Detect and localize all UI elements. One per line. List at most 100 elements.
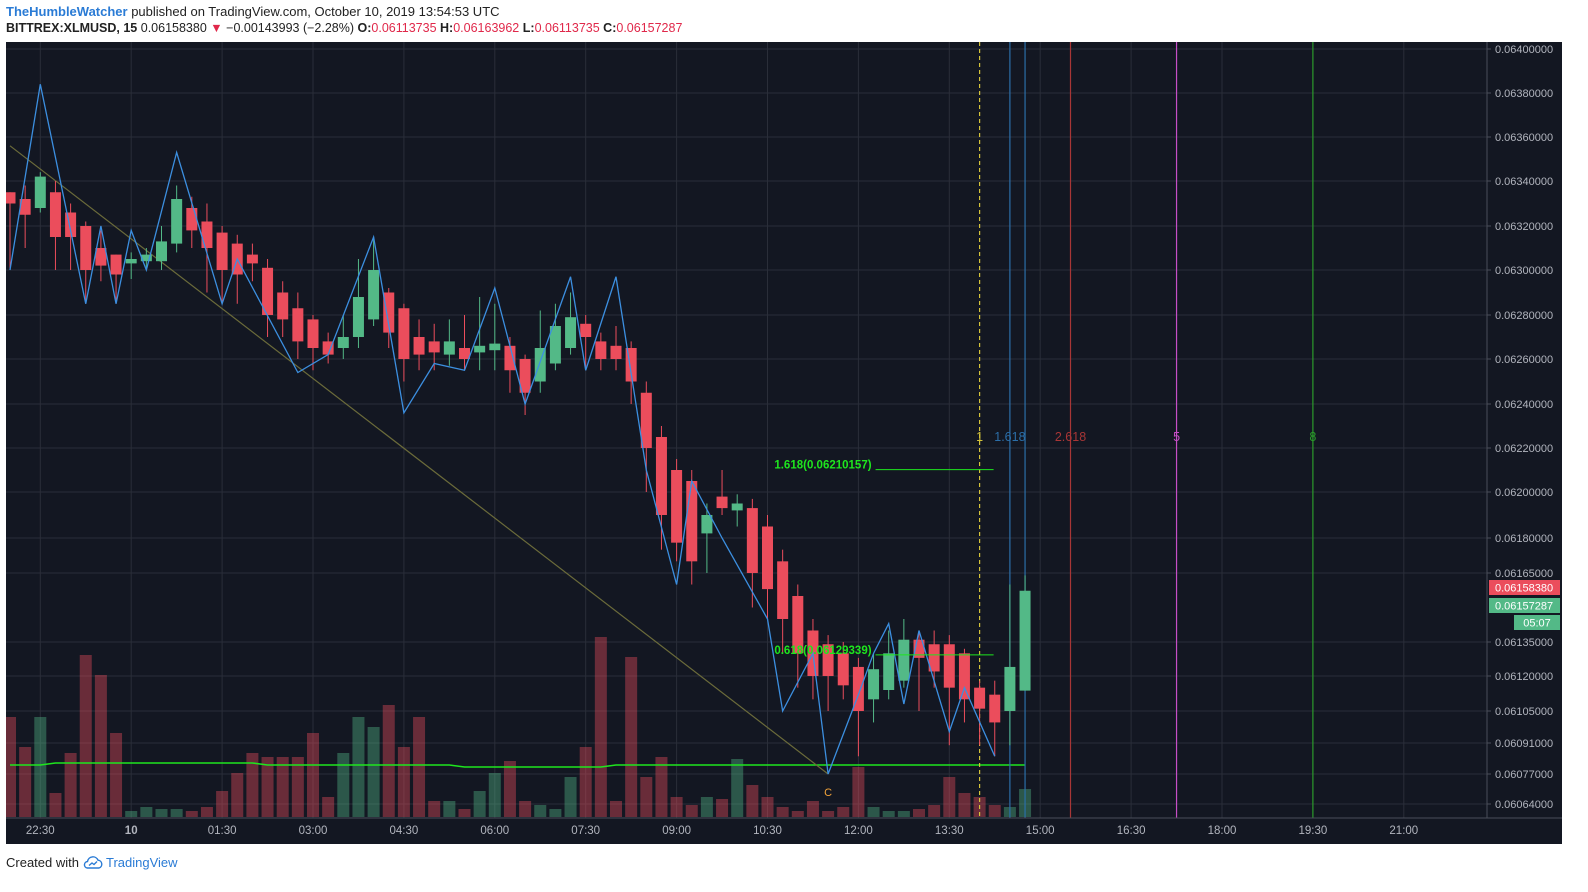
- candle-body: [913, 639, 925, 658]
- volume-bar: [670, 797, 683, 817]
- author-link[interactable]: TheHumbleWatcher: [6, 4, 128, 19]
- candle-body: [443, 341, 455, 355]
- volume-bar: [625, 657, 638, 817]
- volume-bar: [731, 759, 744, 817]
- volume-bar: [913, 809, 925, 817]
- candle-body: [110, 254, 122, 275]
- candle-body: [474, 345, 486, 353]
- price-axis-label: 0.06320000: [1495, 221, 1553, 233]
- price-axis-label: 0.06064000: [1495, 799, 1553, 811]
- time-axis-label: 12:00: [844, 825, 873, 837]
- volume-bar: [367, 727, 380, 817]
- price-axis-label: 0.06400000: [1495, 44, 1553, 56]
- time-axis-label: 15:00: [1026, 825, 1055, 837]
- candle-body: [883, 653, 895, 690]
- zigzag-line: [9, 84, 996, 775]
- candle-body: [49, 192, 61, 237]
- candle-body: [140, 254, 152, 262]
- volume-bar: [185, 811, 198, 817]
- candle-body: [928, 644, 940, 672]
- time-axis-label: 06:00: [480, 825, 509, 837]
- candle-body: [671, 470, 683, 543]
- volume-bar: [276, 757, 289, 817]
- low-value: 0.06113735: [534, 21, 600, 35]
- price-axis-label: 0.06077000: [1495, 769, 1553, 781]
- price-axis-label: 0.06220000: [1495, 443, 1553, 455]
- volume-bar: [125, 811, 138, 817]
- fib-time-zone-label: 8: [1309, 430, 1316, 444]
- chart-area[interactable]: 1 1.618 2.618 5 8 1.618(0.06210157) 0.618(0.06…: [6, 42, 1562, 844]
- candle-body: [534, 348, 546, 382]
- volume-bar: [231, 773, 244, 817]
- candle-body: [898, 639, 910, 681]
- volume-bar: [958, 793, 971, 817]
- candle-body: [459, 348, 470, 359]
- candle-body: [595, 341, 607, 359]
- volume-bar: [700, 797, 713, 817]
- candle-body: [625, 348, 637, 382]
- volume-bar: [503, 761, 516, 817]
- candle-body: [519, 359, 531, 393]
- price-axis-label: 0.06180000: [1495, 533, 1553, 545]
- volume-bar: [473, 791, 486, 817]
- fib-time-zone-label: 1.618: [994, 430, 1025, 444]
- candle-body: [565, 317, 577, 348]
- close-label: C:: [603, 21, 617, 35]
- volume-bar: [307, 733, 319, 817]
- tradingview-logo[interactable]: TradingView: [83, 855, 178, 870]
- volume-bar: [337, 753, 350, 817]
- published-text: published on TradingView.com, October 10…: [127, 4, 500, 19]
- volume-bar: [746, 785, 759, 817]
- volume-bar: [837, 807, 850, 817]
- candle-body: [943, 644, 955, 688]
- created-with-text: Created with: [6, 855, 79, 870]
- low-label: L:: [522, 21, 535, 35]
- volume-bar: [897, 811, 910, 817]
- price-axis-label: 0.06091000: [1495, 738, 1553, 750]
- volume-bar: [458, 809, 471, 817]
- volume-bar: [352, 717, 365, 817]
- candle-body: [368, 270, 380, 320]
- volume-bar: [519, 801, 532, 817]
- candle-body: [792, 596, 804, 654]
- fib-level-label: 1.618(0.06210157): [774, 460, 871, 472]
- volume-bar: [322, 797, 335, 817]
- time-axis-label: 18:00: [1208, 825, 1237, 837]
- price-change: −0.00143993 (−2.28%): [226, 21, 355, 35]
- candle-body: [34, 176, 46, 208]
- candle-body: [352, 297, 364, 337]
- candle-body: [6, 192, 16, 204]
- volume-bar: [382, 705, 395, 817]
- price-axis-label: 0.06300000: [1495, 265, 1553, 277]
- volume-bar: [200, 807, 213, 817]
- volume-bar: [928, 805, 941, 817]
- candle-body: [65, 212, 77, 237]
- candle-body: [322, 341, 334, 355]
- candle-body: [777, 561, 789, 619]
- volume-bar: [806, 801, 819, 817]
- symbol-name: BITTREX:XLMUSD, 15: [6, 21, 138, 35]
- volume-bar: [64, 753, 77, 817]
- volume-bar: [867, 807, 880, 817]
- volume-bar: [791, 811, 804, 817]
- candle-body: [398, 308, 410, 359]
- price-chart[interactable]: 1 1.618 2.618 5 8 1.618(0.06210157) 0.618(0.06…: [6, 42, 1562, 844]
- volume-bar: [988, 805, 1001, 817]
- volume-bar: [170, 809, 183, 817]
- price-tag-box: [1514, 615, 1560, 630]
- candle-body: [489, 343, 501, 351]
- candle-body: [262, 267, 274, 315]
- candle-body: [731, 503, 743, 511]
- candle-body: [413, 337, 425, 355]
- candle-body: [156, 241, 167, 262]
- price-axis-label: 0.06200000: [1495, 487, 1553, 499]
- time-axis-label: 03:00: [299, 825, 328, 837]
- pattern-point-label: C: [824, 787, 832, 799]
- price-axis-label: 0.06120000: [1495, 671, 1553, 683]
- volume-bar: [594, 637, 607, 817]
- cloud-icon: [83, 856, 103, 869]
- volume-bar: [564, 777, 577, 817]
- candle-body: [686, 481, 698, 562]
- volume-bar: [291, 757, 304, 817]
- time-axis-label: 10: [125, 825, 138, 837]
